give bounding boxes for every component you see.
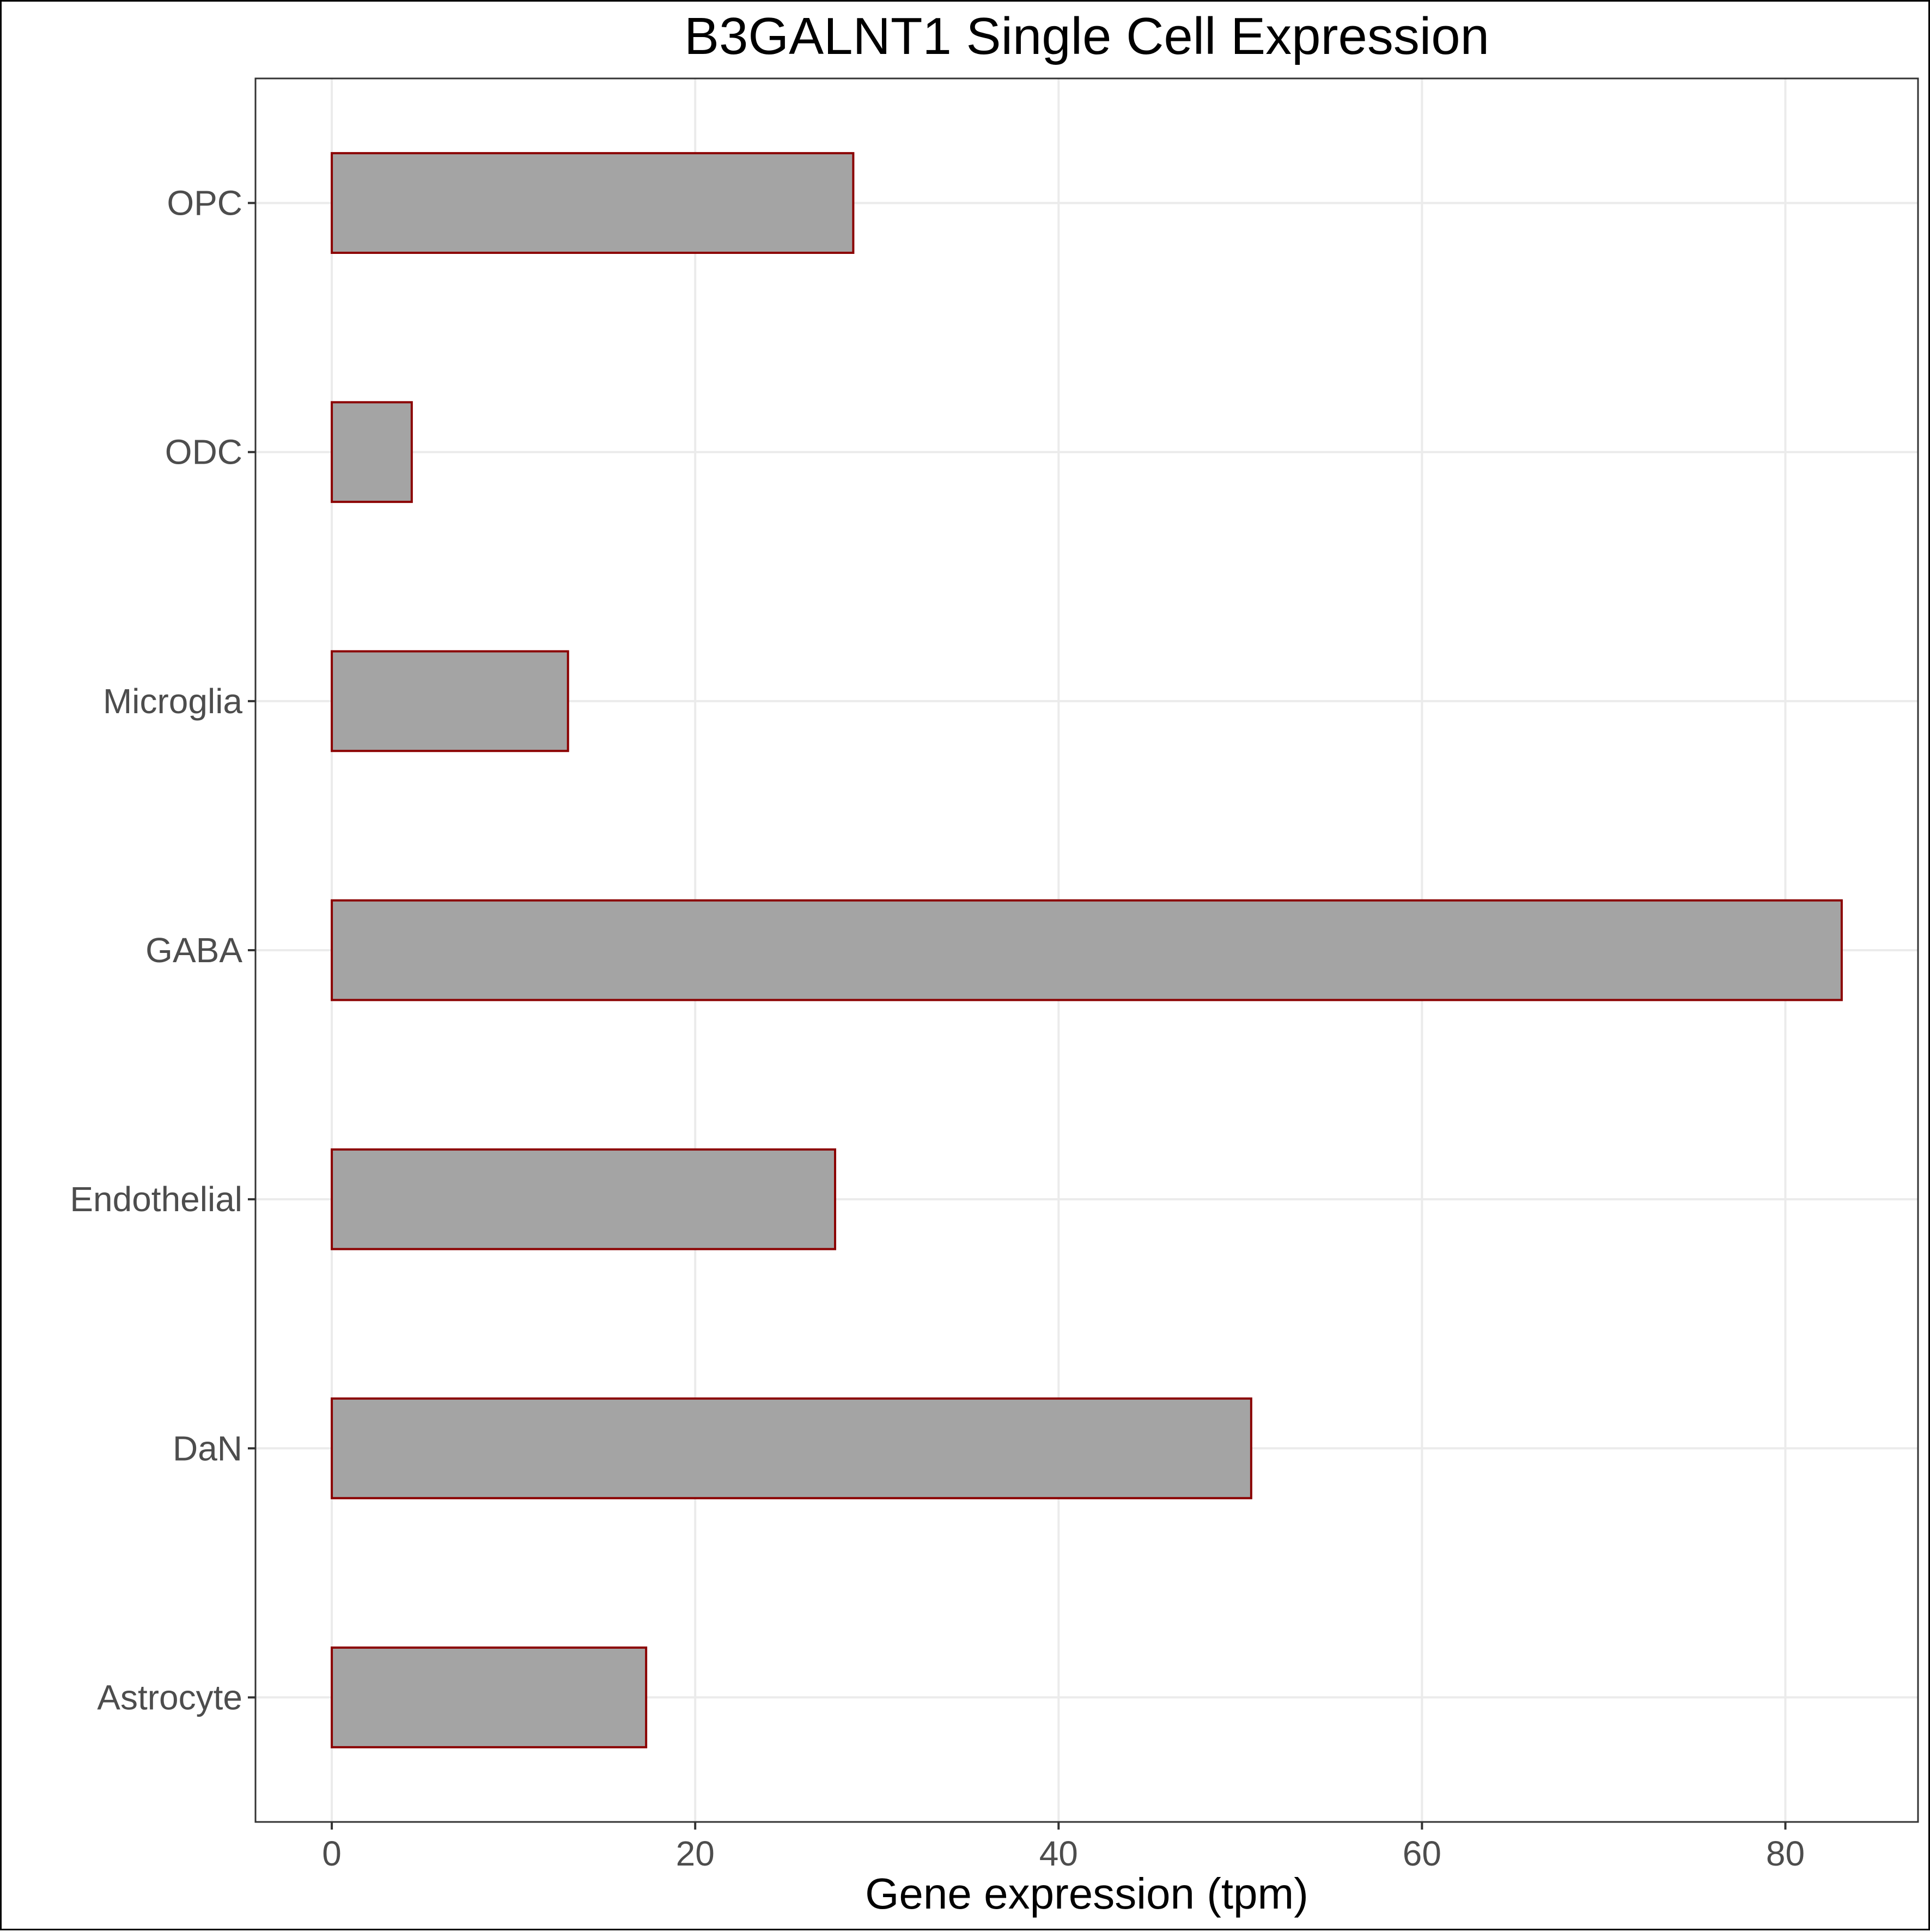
- y-tick-label: DaN: [173, 1429, 242, 1468]
- bar: [331, 899, 1843, 1001]
- y-tick-label: Endothelial: [70, 1180, 242, 1219]
- bar: [331, 1148, 837, 1250]
- x-axis-title: Gene expression (tpm): [865, 1869, 1308, 1918]
- x-tick-label: 40: [1039, 1834, 1078, 1873]
- y-tick-label: Astrocyte: [97, 1678, 242, 1717]
- x-tick-label: 60: [1403, 1834, 1441, 1873]
- bar: [331, 152, 855, 254]
- y-tick-label: GABA: [145, 931, 242, 970]
- y-tick-label: OPC: [167, 184, 242, 223]
- bar: [331, 401, 413, 503]
- bar-layer: [331, 152, 1843, 1748]
- y-tick-label: ODC: [165, 433, 242, 472]
- bar: [331, 650, 569, 752]
- x-tick-label: 0: [322, 1834, 342, 1873]
- bar: [331, 1397, 1252, 1499]
- bar: [331, 1647, 648, 1748]
- x-tick-label: 20: [676, 1834, 715, 1873]
- axis-layer: 0 20 40 60 80 OPC ODC Microglia GABA Endothelial D…: [70, 184, 1805, 1873]
- chart-title: B3GALNT1 Single Cell Expression: [684, 7, 1489, 65]
- x-tick-label: 80: [1766, 1834, 1805, 1873]
- y-tick-label: Microglia: [103, 682, 242, 721]
